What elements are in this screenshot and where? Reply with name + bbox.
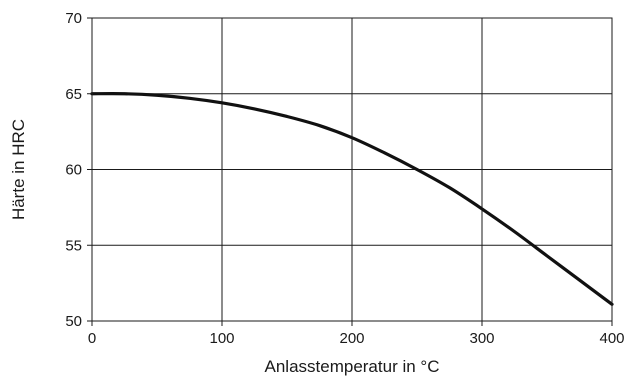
y-tick-label-50: 50 [65, 313, 82, 330]
series-line-0 [90, 92, 614, 306]
x-tick-label-300: 300 [469, 330, 494, 347]
y-axis-label: Härte in HRC [9, 119, 28, 220]
x-tick-label-0: 0 [88, 330, 96, 347]
x-axis-label: Anlasstemperatur in °C [265, 357, 440, 376]
x-tick-label-100: 100 [209, 330, 234, 347]
y-axis-ticks: 50 55 60 65 70 [65, 10, 92, 330]
y-tick-label-60: 60 [65, 162, 82, 179]
x-tick-label-400: 400 [599, 330, 624, 347]
x-axis-ticks: 0 100 200 300 400 [88, 321, 625, 347]
x-tick-label-200: 200 [339, 330, 364, 347]
y-tick-label-55: 55 [65, 237, 82, 254]
series-layer [90, 92, 614, 306]
y-tick-label-70: 70 [65, 10, 82, 27]
y-tick-label-65: 65 [65, 86, 82, 103]
plot-frame [91, 17, 613, 322]
grid [91, 17, 613, 322]
